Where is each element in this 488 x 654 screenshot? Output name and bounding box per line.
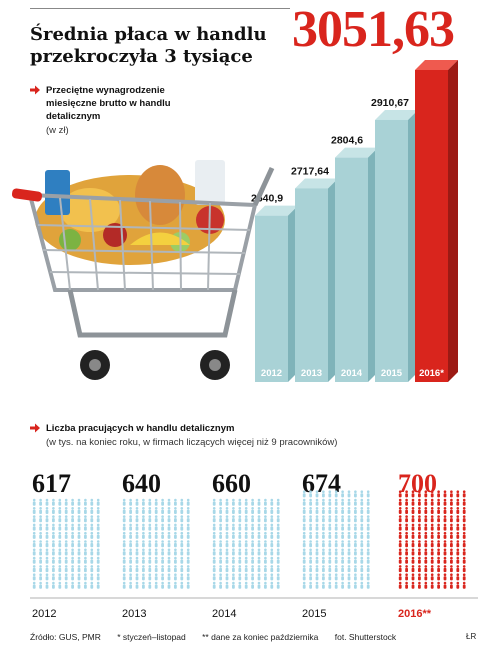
page-title: Średnia płaca w handlu przekroczyła 3 ty… — [30, 24, 267, 67]
people-column-1 — [122, 498, 190, 589]
people-column-2 — [212, 498, 280, 589]
top-rule — [30, 8, 290, 9]
footnote-1: * styczeń–listopad — [117, 632, 186, 642]
headline-value: 3051,63 — [292, 1, 455, 58]
footer: Źródło: GUS, PMR * styczeń–listopad ** d… — [30, 632, 480, 642]
employment-year-label: 2014 — [212, 608, 236, 620]
shopping-cart-illustration — [11, 160, 275, 380]
bar-year-label: 2012 — [261, 368, 282, 379]
arrow-right-icon — [30, 85, 40, 95]
wages-unit: (w zł) — [46, 125, 69, 136]
employment-value-label: 640 — [122, 469, 161, 498]
employment-value-label: 674 — [302, 469, 341, 498]
bar-year-label: 2016* — [419, 368, 444, 379]
bar-year-label: 2013 — [301, 368, 322, 379]
employment-year-label: 2012 — [32, 608, 56, 620]
arrow-right-icon — [30, 423, 40, 433]
employment-year-label: 2015 — [302, 608, 326, 620]
bar-4 — [415, 60, 458, 382]
employment-caption: Liczba pracujących w handlu detalicznym — [46, 423, 235, 434]
bar-0 — [255, 205, 298, 382]
employment-value-label: 660 — [212, 469, 251, 498]
employment-year-label: 2016** — [398, 608, 432, 620]
people-column-4 — [398, 490, 466, 589]
people-column-3 — [302, 490, 370, 589]
bar-value-label: 2717,64 — [291, 165, 329, 177]
bar-1 — [295, 178, 338, 382]
employment-value-label: 700 — [398, 469, 437, 498]
people-column-0 — [32, 498, 100, 589]
wages-bar-chart: 20122640,920132717,6420142804,620152910,… — [251, 60, 458, 383]
footnote-2: ** dane za koniec października — [202, 632, 319, 642]
bar-year-label: 2014 — [341, 368, 363, 379]
employment-year-label: 2013 — [122, 608, 146, 620]
photo-credit: fot. Shutterstock — [334, 632, 397, 642]
bar-year-label: 2015 — [381, 368, 403, 379]
bar-value-label: 2804,6 — [331, 135, 363, 147]
source-note: Źródło: GUS, PMR — [30, 632, 101, 642]
employment-value-label: 617 — [32, 469, 71, 498]
employment-subtitle: (w tys. na koniec roku, w firmach licząc… — [46, 437, 338, 448]
author-initials: ŁR — [466, 632, 477, 641]
wages-caption: Przeciętne wynagrodzenie miesięczne brut… — [46, 85, 171, 122]
bar-value-label: 2910,67 — [371, 97, 409, 109]
